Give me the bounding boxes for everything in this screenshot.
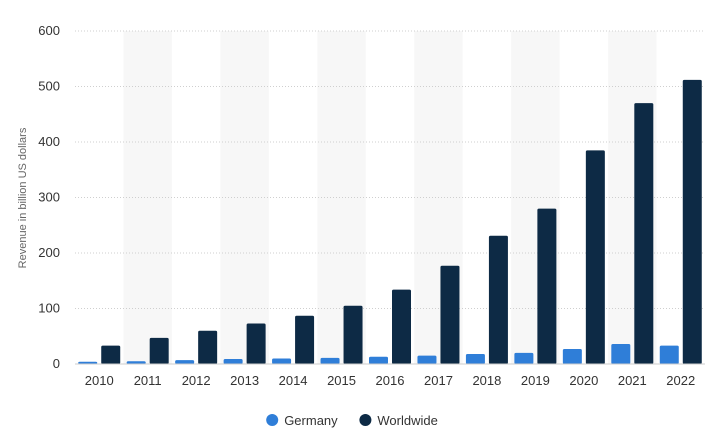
y-tick-label: 300 — [38, 190, 60, 205]
x-tick-label: 2012 — [182, 373, 211, 388]
legend-label: Germany — [284, 413, 338, 428]
bar-germany-2022[interactable] — [659, 345, 679, 364]
x-tick-label: 2013 — [230, 373, 259, 388]
x-tick-label: 2021 — [618, 373, 647, 388]
bar-worldwide-2010[interactable] — [101, 345, 121, 364]
bar-germany-2015[interactable] — [320, 357, 340, 364]
x-tick-label: 2015 — [327, 373, 356, 388]
y-tick-label: 200 — [38, 245, 60, 260]
bar-germany-2017[interactable] — [417, 355, 437, 364]
bar-germany-2020[interactable] — [562, 349, 582, 364]
y-tick-label: 500 — [38, 79, 60, 94]
x-tick-label: 2018 — [472, 373, 501, 388]
bar-worldwide-2017[interactable] — [440, 265, 460, 364]
bar-germany-2018[interactable] — [465, 354, 485, 364]
x-tick-label: 2022 — [666, 373, 695, 388]
legend-marker — [359, 414, 372, 426]
legend-item-germany[interactable]: Germany — [266, 413, 338, 428]
x-tick-label: 2014 — [279, 373, 308, 388]
bar-germany-2019[interactable] — [514, 352, 534, 364]
bar-germany-2012[interactable] — [175, 360, 195, 364]
bar-worldwide-2019[interactable] — [537, 208, 557, 364]
bars — [78, 79, 702, 365]
y-tick-label: 600 — [38, 23, 60, 38]
gridlines — [75, 30, 705, 309]
bar-worldwide-2018[interactable] — [488, 235, 508, 364]
bar-germany-2010[interactable] — [78, 361, 98, 364]
x-tick-label: 2017 — [424, 373, 453, 388]
bar-germany-2013[interactable] — [223, 359, 243, 364]
bar-worldwide-2014[interactable] — [295, 315, 315, 364]
y-axis-ticks: 0 100 200 300 400 500 600 — [38, 23, 60, 371]
y-tick-label: 400 — [38, 134, 60, 149]
bar-worldwide-2015[interactable] — [343, 305, 363, 364]
y-axis-label: Revenue in billion US dollars — [17, 127, 29, 268]
bar-worldwide-2013[interactable] — [246, 323, 266, 364]
legend-marker — [266, 414, 279, 426]
y-tick-label: 100 — [38, 301, 60, 316]
bar-worldwide-2021[interactable] — [634, 103, 654, 365]
legend-item-worldwide[interactable]: Worldwide — [359, 413, 438, 428]
x-tick-label: 2019 — [521, 373, 550, 388]
bar-germany-2011[interactable] — [126, 361, 146, 364]
bar-germany-2021[interactable] — [611, 344, 631, 364]
bar-worldwide-2022[interactable] — [682, 79, 702, 364]
x-tick-label: 2010 — [85, 373, 114, 388]
legend-label: Worldwide — [377, 413, 437, 428]
bar-worldwide-2011[interactable] — [149, 337, 169, 364]
y-tick-label: 0 — [53, 356, 60, 371]
x-tick-label: 2016 — [376, 373, 405, 388]
bar-germany-2014[interactable] — [272, 358, 292, 364]
x-tick-label: 2020 — [569, 373, 598, 388]
bar-worldwide-2016[interactable] — [392, 289, 411, 364]
x-axis-ticks: 2010 2011 2012 2013 2014 2015 2016 2017 2018 2019… — [85, 373, 695, 388]
bar-worldwide-2020[interactable] — [585, 150, 605, 364]
legend: Germany Worldwide — [266, 413, 438, 428]
x-tick-label: 2011 — [134, 373, 162, 388]
bar-germany-2016[interactable] — [369, 356, 388, 364]
bar-worldwide-2012[interactable] — [198, 330, 218, 364]
